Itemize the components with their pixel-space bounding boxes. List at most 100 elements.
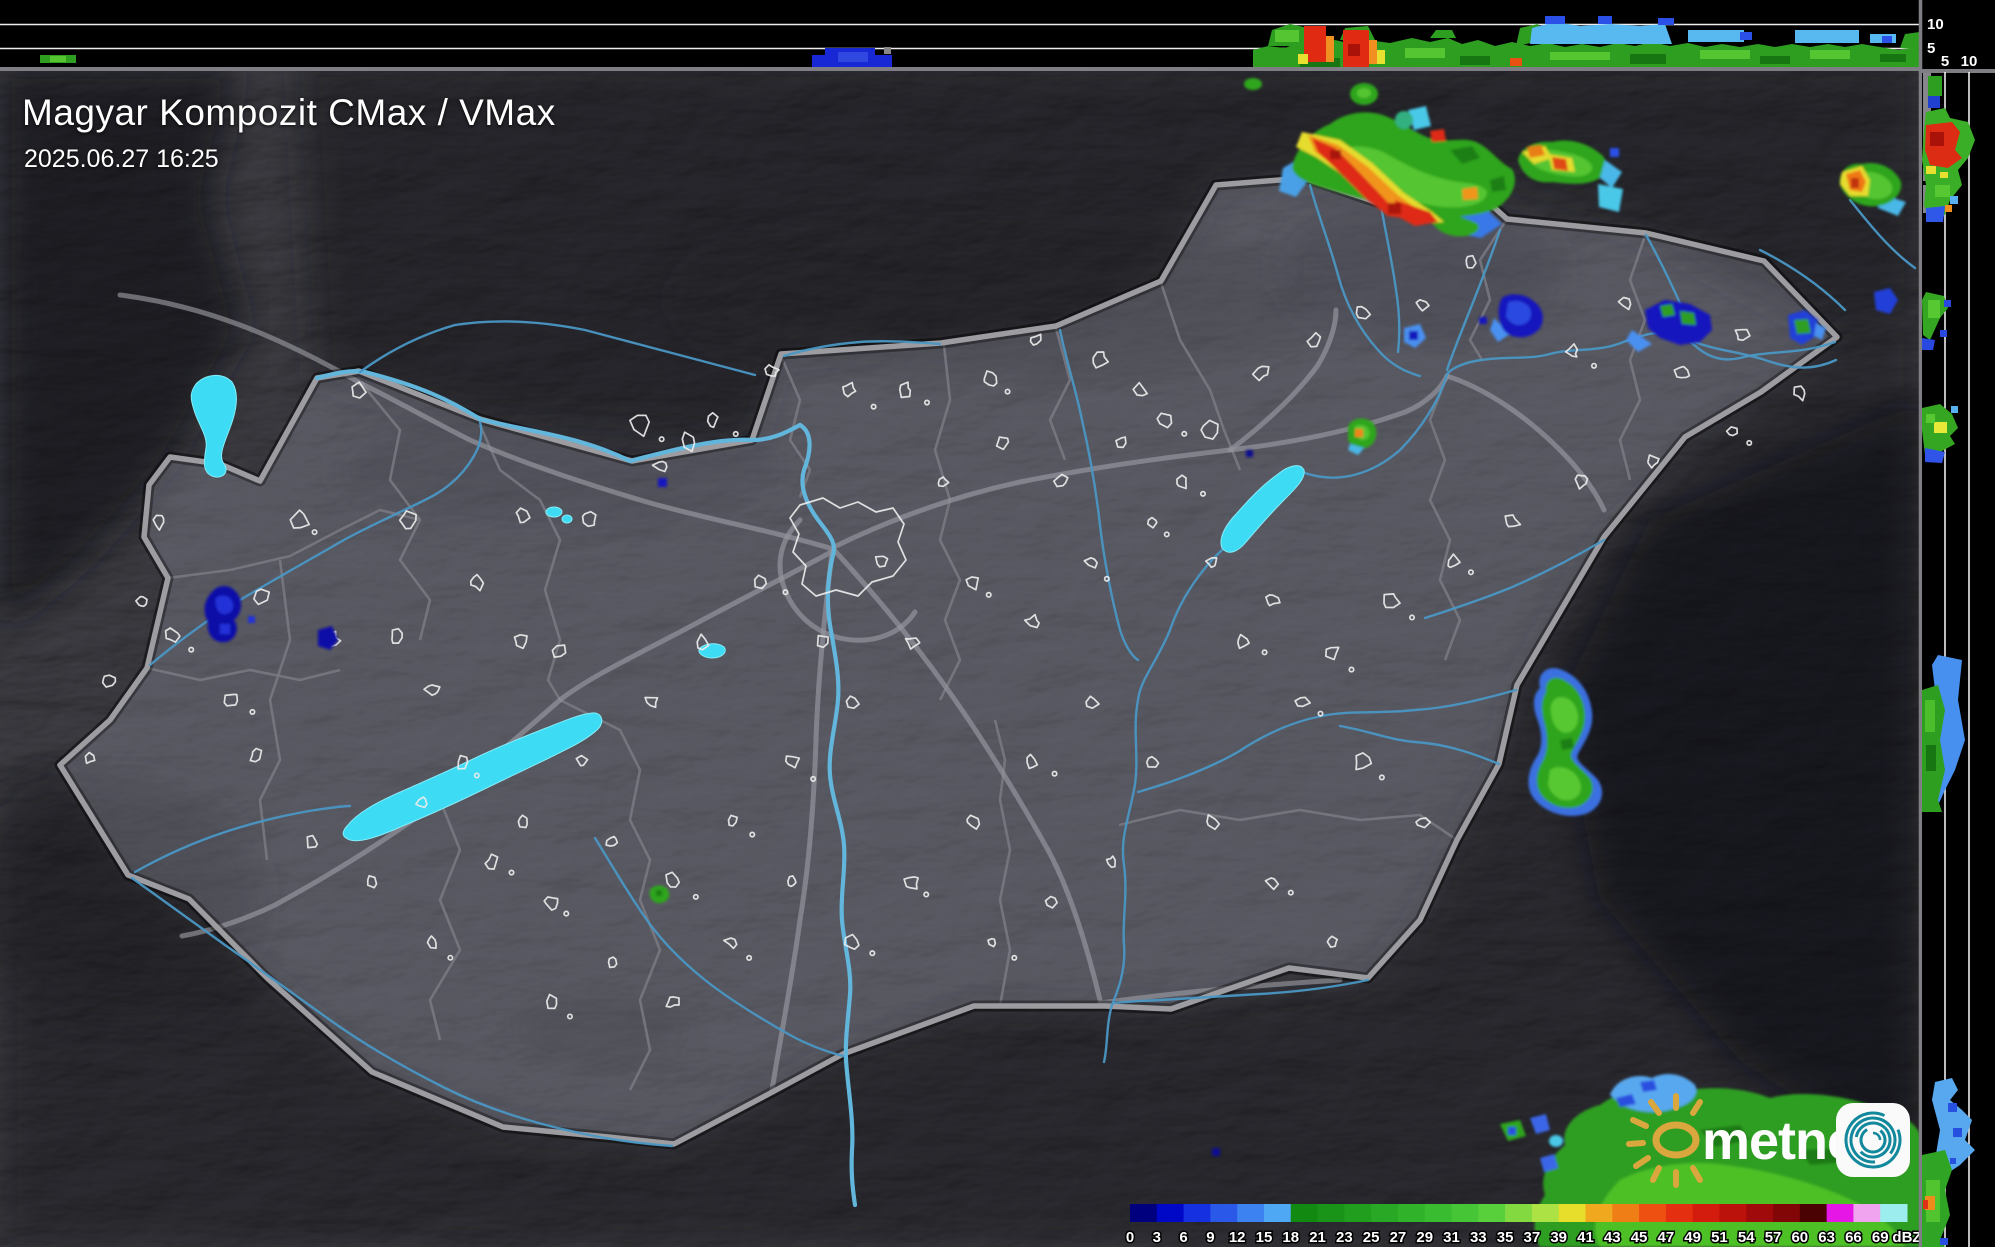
legend-tick-label: 41 — [1577, 1229, 1594, 1246]
village-dot — [249, 708, 256, 715]
town-outline — [1146, 516, 1158, 529]
village-dot — [311, 529, 318, 536]
dbz-legend: 0 3 6 9 12 15 18 21 23 25 27 29 31 33 35 37 39 41 43 45 47 49… — [1124, 1204, 1921, 1247]
town-outline — [457, 754, 469, 770]
legend-cell — [1880, 1204, 1908, 1222]
town-outline — [904, 637, 921, 650]
right-profile-strip[interactable]: 5 10 — [1922, 53, 1995, 1247]
legend-cell — [1130, 1204, 1158, 1222]
legend-cell — [1371, 1204, 1399, 1222]
legend-cell — [1183, 1204, 1211, 1222]
town-outline — [223, 693, 239, 707]
legend-tick-label: 29 — [1416, 1229, 1433, 1246]
village-dot — [188, 646, 195, 653]
legend-cell — [1719, 1204, 1747, 1222]
town-outline — [1793, 385, 1806, 402]
legend-tick-label: 54 — [1738, 1229, 1755, 1246]
legend-tick-label: 15 — [1256, 1229, 1273, 1246]
town-outline — [753, 574, 768, 590]
town-outline — [1092, 351, 1110, 369]
town-outline — [1574, 474, 1589, 490]
right-profile-echoes — [1922, 73, 1975, 1247]
legend-cell — [1531, 1204, 1560, 1222]
map-area[interactable]: metnet 0 3 6 9 12 15 18 21 23 25 27 29 31 33 35 37 39 41 4… — [0, 60, 1922, 1247]
town-outline — [101, 674, 117, 688]
lake-balaton — [342, 712, 603, 842]
town-outline — [784, 755, 801, 769]
village-dot — [473, 772, 480, 779]
town-outline — [651, 460, 668, 473]
village-dot — [985, 591, 992, 598]
lake-velence — [698, 643, 726, 659]
village-dot — [923, 399, 931, 406]
legend-cell — [1263, 1204, 1292, 1222]
town-outline — [581, 510, 597, 528]
town-outline — [1026, 753, 1039, 770]
town-outline — [249, 747, 263, 763]
village-dot — [563, 910, 570, 917]
village-dot — [1103, 575, 1110, 582]
legend-cell — [1451, 1204, 1479, 1222]
legend-tick-label: 3 — [1153, 1229, 1161, 1246]
legend-tick-label: 18 — [1282, 1229, 1299, 1246]
town-outline — [1617, 296, 1632, 311]
village-dot — [1378, 774, 1385, 781]
town-outline — [1355, 752, 1373, 771]
village-dot — [869, 950, 876, 957]
village-dot — [1590, 362, 1598, 369]
town-outline — [696, 633, 710, 651]
sun-icon — [1626, 1093, 1703, 1188]
village-dot — [1004, 388, 1011, 395]
right-strip-tick-10: 10 — [1961, 53, 1978, 70]
town-outline — [253, 588, 271, 606]
legend-tick-label: 60 — [1791, 1229, 1808, 1246]
village-dot — [692, 893, 699, 900]
lake-ferto — [190, 375, 237, 478]
top-strip-tick-5: 5 — [1927, 40, 1935, 57]
town-outline — [423, 684, 441, 697]
legend-tick-label: 6 — [1179, 1229, 1187, 1246]
legend-tick-label: 21 — [1309, 1229, 1326, 1246]
town-outline — [515, 507, 531, 524]
village-dot — [923, 891, 930, 898]
town-outline — [1145, 755, 1160, 768]
town-outline — [874, 555, 889, 568]
town-outline — [351, 381, 367, 399]
village-dot — [1467, 569, 1474, 576]
legend-cell — [1397, 1204, 1426, 1222]
lakes — [190, 375, 1305, 842]
town-outline — [469, 573, 485, 592]
town-outline — [1264, 877, 1280, 891]
town-outline — [1115, 436, 1127, 449]
town-outline — [513, 633, 528, 650]
town-outline — [843, 933, 860, 951]
town-outline — [987, 937, 997, 948]
village-dot — [566, 1013, 573, 1020]
top-profile-echoes — [40, 16, 1921, 67]
legend-cell — [1317, 1204, 1345, 1222]
town-outline — [1023, 613, 1040, 629]
town-outline — [517, 814, 529, 829]
village-dot — [1408, 614, 1416, 621]
town-outline — [605, 835, 619, 847]
town-outline — [164, 627, 181, 643]
village-dot — [1317, 710, 1324, 717]
town-outline — [764, 363, 780, 378]
town-outline — [1105, 855, 1117, 869]
town-outline — [1324, 646, 1340, 661]
town-outline — [1647, 454, 1660, 469]
town-outline — [135, 595, 148, 608]
village-dot — [1181, 430, 1188, 437]
town-outline — [787, 875, 797, 888]
metnet-logo[interactable]: metnet — [1626, 1093, 1911, 1188]
town-outline — [1085, 695, 1100, 710]
top-profile-strip[interactable] — [0, 0, 1921, 67]
legend-cell — [1290, 1204, 1319, 1222]
town-outline — [1083, 556, 1098, 569]
town-outline — [937, 476, 950, 488]
legend-tick-label: 31 — [1443, 1229, 1460, 1246]
village-dot — [1163, 531, 1170, 538]
town-outline — [545, 993, 558, 1010]
